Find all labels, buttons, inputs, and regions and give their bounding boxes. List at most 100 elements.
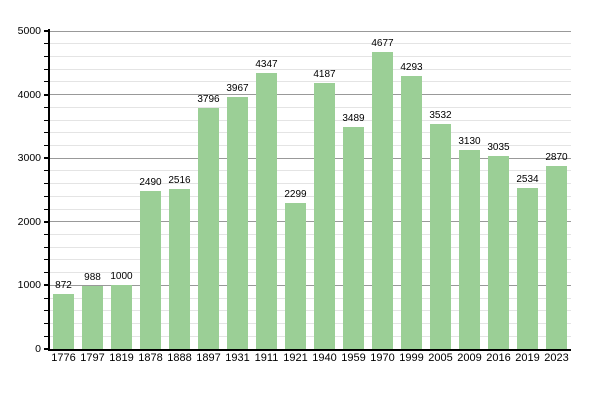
x-axis xyxy=(48,349,571,351)
bar-value-label: 2534 xyxy=(516,173,539,185)
x-tick-label: 2009 xyxy=(457,352,482,364)
bar xyxy=(111,285,132,349)
bar-value-label: 3532 xyxy=(429,110,452,122)
bar xyxy=(256,72,277,349)
minor-gridline xyxy=(49,119,571,121)
x-tick-label: 1970 xyxy=(370,352,395,364)
y-minor-tick xyxy=(44,234,49,236)
bar-value-label: 988 xyxy=(84,272,101,284)
y-minor-tick xyxy=(44,144,49,146)
minor-gridline xyxy=(49,259,571,261)
x-tick-label: 1888 xyxy=(167,352,192,364)
y-minor-tick xyxy=(44,323,49,325)
bar-column: 3796 xyxy=(194,31,223,349)
bar xyxy=(343,127,364,349)
bar-value-label: 4347 xyxy=(255,58,278,70)
gridlines xyxy=(49,30,571,349)
bar-value-label: 3035 xyxy=(487,141,510,153)
major-gridline xyxy=(49,284,571,286)
x-tick-label: 1931 xyxy=(225,352,250,364)
y-minor-tick xyxy=(44,259,49,261)
bar-column: 2516 xyxy=(165,31,194,349)
y-minor-tick xyxy=(44,43,49,45)
y-minor-tick xyxy=(44,335,49,337)
bar xyxy=(517,187,538,349)
y-tick-label: 2000 xyxy=(17,215,41,228)
bar xyxy=(430,124,451,349)
bar-column: 4677 xyxy=(368,31,397,349)
major-gridline xyxy=(49,94,571,96)
bar xyxy=(488,155,509,349)
y-tick-label: 1000 xyxy=(17,279,41,292)
y-minor-tick xyxy=(44,132,49,134)
minor-gridline xyxy=(49,234,571,236)
bar-value-label: 4677 xyxy=(371,37,394,49)
x-tick-label: 1897 xyxy=(196,352,221,364)
x-tick-label: 2005 xyxy=(428,352,453,364)
minor-gridline xyxy=(49,272,571,274)
major-gridline xyxy=(49,30,571,32)
minor-gridline xyxy=(49,106,571,108)
bar-column: 1000 xyxy=(107,31,136,349)
bar-column: 872 xyxy=(49,31,78,349)
minor-gridline xyxy=(49,246,571,248)
y-minor-tick xyxy=(44,119,49,121)
bar-column: 3130 xyxy=(455,31,484,349)
bar-value-label: 4293 xyxy=(400,61,423,73)
y-minor-tick xyxy=(44,208,49,210)
x-tick-label: 1999 xyxy=(399,352,424,364)
major-gridline xyxy=(49,221,571,223)
major-gridline xyxy=(49,157,571,159)
bar-value-label: 3489 xyxy=(342,113,365,125)
bar-value-label: 2299 xyxy=(284,188,307,200)
bar-column: 3035 xyxy=(484,31,513,349)
x-tick-label: 1959 xyxy=(341,352,366,364)
bar xyxy=(198,107,219,349)
bar-value-label: 4187 xyxy=(313,68,336,80)
y-major-tick xyxy=(44,284,49,287)
bar-value-label: 2490 xyxy=(139,176,162,188)
minor-gridline xyxy=(49,195,571,197)
bar-column: 2534 xyxy=(513,31,542,349)
minor-gridline xyxy=(49,335,571,337)
x-tick-label: 1776 xyxy=(51,352,76,364)
y-tick-label: 5000 xyxy=(17,25,41,37)
y-major-tick xyxy=(44,348,49,350)
bar-column: 4293 xyxy=(397,31,426,349)
minor-gridline xyxy=(49,297,571,299)
x-tick-label: 2023 xyxy=(544,352,569,364)
y-tick-label: 3000 xyxy=(17,152,41,165)
bar-column: 988 xyxy=(78,31,107,349)
y-minor-tick xyxy=(44,272,49,274)
minor-gridline xyxy=(49,208,571,210)
bar-column: 2490 xyxy=(136,31,165,349)
bar xyxy=(459,149,480,349)
minor-gridline xyxy=(49,323,571,325)
bar-column: 3489 xyxy=(339,31,368,349)
minor-gridline xyxy=(49,55,571,57)
minor-gridline xyxy=(49,43,571,45)
y-minor-tick xyxy=(44,183,49,185)
bar xyxy=(82,286,103,349)
x-tick-label: 1878 xyxy=(138,352,163,364)
y-major-tick xyxy=(44,30,49,32)
bar-column: 4187 xyxy=(310,31,339,349)
bar xyxy=(314,82,335,349)
y-minor-tick xyxy=(44,55,49,57)
bar-column: 2299 xyxy=(281,31,310,349)
y-minor-tick xyxy=(44,246,49,248)
bar-value-label: 872 xyxy=(55,279,72,291)
bar xyxy=(546,166,567,349)
y-axis xyxy=(48,29,50,351)
bar-column: 3532 xyxy=(426,31,455,349)
bar xyxy=(285,202,306,349)
minor-gridline xyxy=(49,310,571,312)
x-tick-label: 1797 xyxy=(80,352,105,364)
x-tick-label: 1921 xyxy=(283,352,308,364)
x-tick-label: 1940 xyxy=(312,352,337,364)
bar-value-label: 3130 xyxy=(458,135,481,147)
minor-gridline xyxy=(49,170,571,172)
x-tick-label: 2016 xyxy=(486,352,511,364)
bar xyxy=(227,96,248,349)
